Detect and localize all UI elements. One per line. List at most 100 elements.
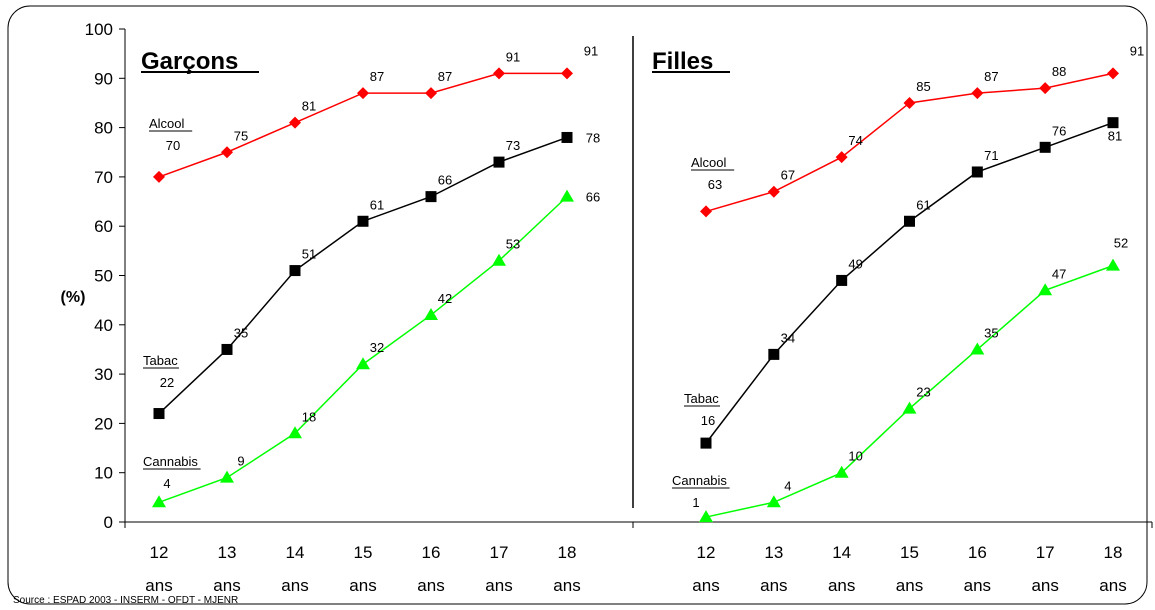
x-tick-label: 15 — [900, 543, 919, 562]
series-tabac: 16 34 49 61 71 76 81 Tabac — [684, 117, 1122, 449]
data-point — [356, 357, 370, 370]
data-label: 4 — [163, 476, 170, 491]
data-label: 61 — [916, 197, 930, 212]
series-alcool: 70 75 81 87 87 91 91 Alcool — [149, 43, 598, 183]
data-point — [1038, 283, 1053, 296]
data-point — [700, 437, 712, 449]
chart-border — [7, 5, 1148, 605]
data-point — [153, 408, 165, 420]
data-point — [1106, 258, 1120, 271]
data-label: 16 — [701, 413, 715, 428]
series-label: Alcool — [691, 155, 727, 170]
data-point — [221, 146, 233, 159]
data-point — [700, 205, 712, 218]
data-label: 32 — [370, 340, 384, 355]
x-tick-unit: ans — [896, 576, 923, 595]
data-label: 91 — [1130, 43, 1144, 58]
data-label: 34 — [781, 330, 795, 345]
x-tick-label: 15 — [354, 543, 373, 562]
x-tick-label: 16 — [422, 543, 441, 562]
panel-filles: Filles 63 67 74 85 87 88 91 Alcool 16 34 49 61 71 76 81… — [652, 43, 1144, 523]
x-tick-label: 14 — [832, 543, 851, 562]
data-point — [561, 67, 573, 80]
data-label: 81 — [302, 99, 316, 114]
x-tick-unit: ans — [485, 576, 512, 595]
series-label: Tabac — [684, 391, 719, 406]
data-label: 75 — [234, 128, 248, 143]
data-point — [425, 191, 437, 203]
series-label: Alcool — [149, 116, 185, 131]
data-point — [221, 343, 233, 355]
data-point — [153, 170, 165, 183]
data-label: 87 — [984, 69, 998, 84]
data-point — [699, 510, 713, 523]
data-label: 52 — [1114, 236, 1128, 251]
series-tabac: 22 35 51 61 66 73 78 Tabac — [143, 130, 600, 420]
data-label: 66 — [586, 190, 600, 205]
x-ticks: 12 ans 13 ans 14 ans 15 ans 16 ans 17 ans 18 ans 12 ans… — [124, 522, 1153, 595]
data-point — [1039, 141, 1051, 153]
data-point — [767, 185, 780, 198]
series-alcool: 63 67 74 85 87 88 91 Alcool — [691, 43, 1144, 218]
data-label: 1 — [692, 495, 699, 510]
series-cannabis: 1 4 10 23 35 47 52 Cannabis — [672, 236, 1128, 523]
data-label: 47 — [1052, 266, 1066, 281]
data-label: 10 — [848, 449, 862, 464]
panel-title: Filles — [652, 48, 713, 75]
y-tick-label: 90 — [94, 69, 113, 88]
data-label: 85 — [916, 79, 930, 94]
y-ticks: 0 10 20 30 40 50 60 70 80 90 100 — [85, 20, 125, 532]
data-point — [289, 116, 301, 129]
x-tick-label: 16 — [968, 543, 987, 562]
y-tick-label: 50 — [94, 267, 113, 286]
data-point — [493, 156, 505, 168]
y-tick-label: 30 — [94, 365, 113, 384]
data-point — [902, 401, 917, 414]
data-label: 49 — [848, 256, 862, 271]
data-point — [970, 342, 985, 355]
data-label: 70 — [166, 138, 180, 153]
x-tick-unit: ans — [417, 576, 444, 595]
x-tick-unit: ans — [760, 576, 787, 595]
x-tick-label: 18 — [1104, 543, 1123, 562]
data-label: 87 — [370, 69, 384, 84]
x-tick-label: 13 — [218, 543, 237, 562]
data-point — [904, 215, 915, 227]
data-label: 67 — [781, 168, 795, 183]
data-point — [289, 265, 301, 277]
data-point — [903, 96, 916, 109]
data-point — [424, 307, 438, 320]
data-label: 74 — [848, 133, 862, 148]
data-label: 35 — [234, 325, 248, 340]
data-point — [971, 166, 983, 178]
series-cannabis: 4 9 18 32 42 53 66 Cannabis — [143, 189, 600, 508]
x-tick-label: 18 — [558, 543, 577, 562]
x-tick-unit: ans — [349, 576, 376, 595]
data-label: 66 — [438, 173, 452, 188]
data-label: 35 — [984, 325, 998, 340]
data-point — [357, 215, 369, 227]
data-point — [768, 348, 780, 360]
data-point — [492, 253, 506, 266]
data-point — [152, 495, 166, 508]
data-point — [835, 151, 848, 164]
data-point — [766, 495, 781, 508]
data-point — [971, 87, 984, 100]
data-point — [834, 465, 849, 478]
data-point — [493, 67, 505, 80]
data-label: 76 — [1052, 123, 1066, 138]
data-label: 42 — [438, 291, 452, 306]
y-tick-label: 80 — [94, 119, 113, 138]
data-label: 63 — [708, 177, 722, 192]
y-tick-label: 70 — [94, 168, 113, 187]
data-label: 53 — [506, 237, 520, 252]
x-tick-unit: ans — [1031, 576, 1058, 595]
x-tick-unit: ans — [145, 576, 172, 595]
x-tick-unit: ans — [964, 576, 991, 595]
data-label: 22 — [160, 375, 174, 390]
y-axis-label: (%) — [61, 289, 86, 306]
data-point — [1107, 67, 1119, 80]
